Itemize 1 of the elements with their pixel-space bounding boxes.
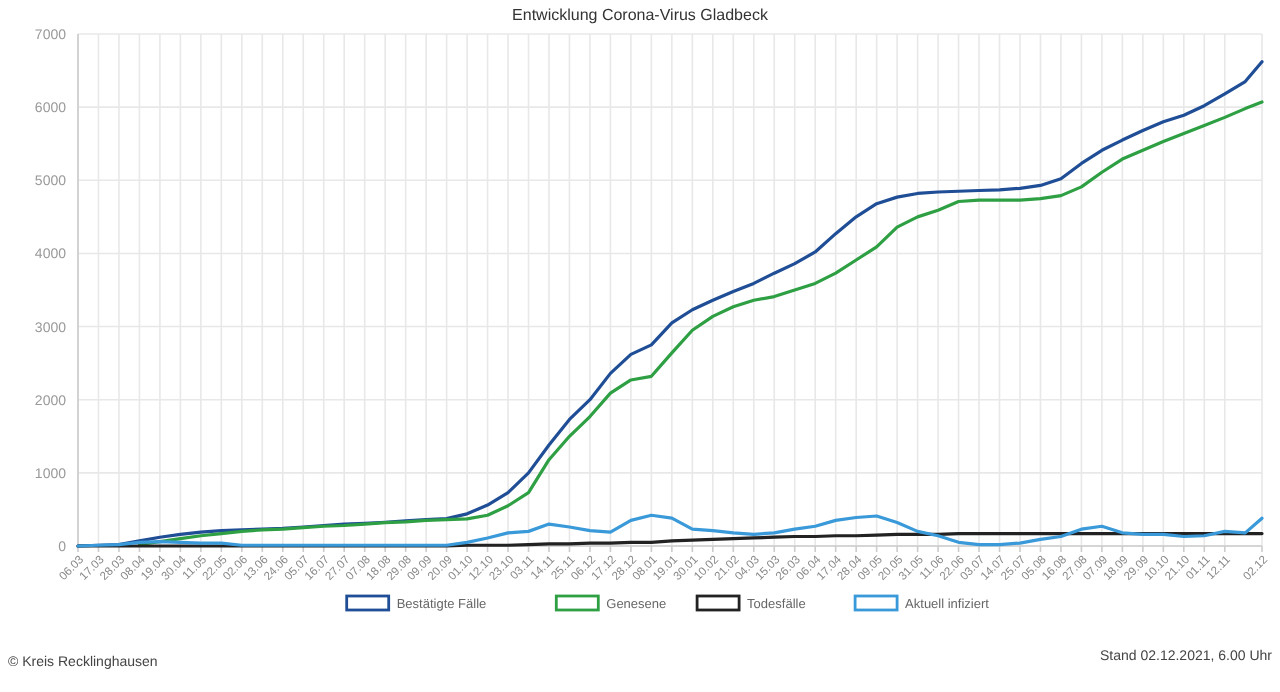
chart-title: Entwicklung Corona-Virus Gladbeck [512,6,770,24]
